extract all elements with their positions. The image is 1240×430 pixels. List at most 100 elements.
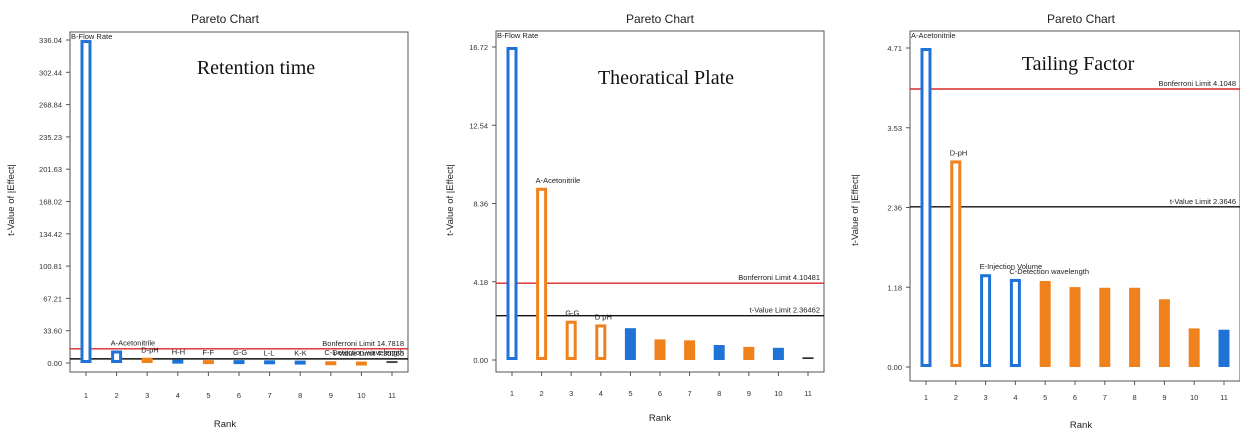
bar xyxy=(1129,287,1141,367)
y-tick-label: 201.63 xyxy=(39,165,62,174)
bar xyxy=(1188,328,1200,367)
bar xyxy=(80,40,92,363)
y-axis-label: t-Value of |Effect| xyxy=(850,174,861,246)
bonferroni-limit-label: Bonferroni Limit 4.10481 xyxy=(738,273,820,282)
y-tick-label: 1.18 xyxy=(887,283,902,292)
extra-factor-label: C-Detection wavelength xyxy=(324,348,404,357)
bar xyxy=(1158,299,1170,367)
x-tick-label: 5 xyxy=(628,389,632,398)
bar-label: C-Detection wavelength xyxy=(1009,267,1089,276)
x-axis-label: Rank xyxy=(649,413,671,424)
x-tick-label: 8 xyxy=(717,389,721,398)
x-tick-label: 9 xyxy=(1162,393,1166,402)
x-tick-label: 2 xyxy=(540,389,544,398)
bar xyxy=(713,345,725,360)
bar xyxy=(950,160,962,367)
x-tick-label: 11 xyxy=(804,389,812,398)
bar xyxy=(264,360,276,365)
bar xyxy=(325,361,337,366)
x-tick-label: 1 xyxy=(84,391,88,400)
bar xyxy=(654,339,666,360)
bonferroni-limit-label: Bonferroni Limit 14.7818 xyxy=(322,339,404,348)
t-value-limit-label: t-Value Limit 2.36462 xyxy=(750,306,820,315)
chart-annotation: Tailing Factor xyxy=(1022,53,1135,75)
chart-3: Pareto Chart Tailing Factor Rank t-Value of… xyxy=(850,12,1240,430)
chart-title: Pareto Chart xyxy=(191,12,260,26)
bar-label: F-F xyxy=(202,348,214,357)
x-tick-label: 11 xyxy=(388,391,396,400)
bar-label: A-Acetonitrile xyxy=(536,176,581,185)
x-tick-label: 10 xyxy=(774,389,782,398)
bar xyxy=(1218,329,1230,367)
bar-label: D-pH xyxy=(141,346,159,355)
bar xyxy=(624,328,636,360)
x-tick-label: 10 xyxy=(1190,393,1198,402)
bar xyxy=(111,350,123,363)
y-tick-label: 336.04 xyxy=(39,36,62,45)
x-tick-label: 8 xyxy=(1133,393,1137,402)
y-axis-label: t-Value of |Effect| xyxy=(6,164,17,236)
x-tick-label: 6 xyxy=(658,389,662,398)
bar xyxy=(202,360,214,365)
bar-label: E-Injection Volume xyxy=(980,262,1043,271)
y-tick-label: 302.44 xyxy=(39,68,62,77)
y-tick-label: 0.00 xyxy=(47,359,62,368)
x-axis-label: Rank xyxy=(214,419,236,430)
y-tick-label: 33.60 xyxy=(43,327,62,336)
bonferroni-limit-label: Bonferroni Limit 4.1048 xyxy=(1158,79,1236,88)
bar xyxy=(233,360,245,365)
x-tick-label: 2 xyxy=(954,393,958,402)
x-tick-label: 3 xyxy=(984,393,988,402)
t-value-limit-label: t-Value Limit 2.3646 xyxy=(1170,197,1236,206)
y-tick-label: 168.02 xyxy=(39,198,62,207)
bar-label: A-Acetonitrile xyxy=(111,339,156,348)
y-axis-label: t-Value of |Effect| xyxy=(445,164,456,236)
chart-title: Pareto Chart xyxy=(1047,12,1116,26)
bar-label: B-Flow Rate xyxy=(71,32,112,41)
chart-1: Pareto Chart Retention time Rank t-Value of… xyxy=(6,12,409,430)
y-tick-label: 3.53 xyxy=(887,124,902,133)
x-tick-label: 6 xyxy=(1073,393,1077,402)
bar xyxy=(1009,278,1021,367)
bar-label: K-K xyxy=(294,349,307,358)
x-tick-label: 1 xyxy=(510,389,514,398)
y-tick-label: 134.42 xyxy=(39,230,62,239)
x-tick-label: 1 xyxy=(924,393,928,402)
bar xyxy=(595,324,607,361)
bar-label: H-H xyxy=(172,348,185,357)
bar-label: A-Acetonitrile xyxy=(911,31,956,40)
y-tick-label: 0.00 xyxy=(887,363,902,372)
bar-label: D pH xyxy=(595,312,612,321)
x-tick-label: 2 xyxy=(115,391,119,400)
bar-label: G-G xyxy=(233,348,247,357)
y-tick-label: 8.36 xyxy=(473,200,488,209)
x-tick-label: 4 xyxy=(599,389,603,398)
x-tick-label: 3 xyxy=(145,391,149,400)
bar-label: D-pH xyxy=(950,148,968,157)
bar xyxy=(1099,287,1111,367)
chart-title: Pareto Chart xyxy=(626,12,695,26)
x-tick-label: 11 xyxy=(1220,393,1228,402)
x-tick-label: 10 xyxy=(357,391,365,400)
y-tick-label: 235.23 xyxy=(39,133,62,142)
x-axis-label: Rank xyxy=(1070,420,1092,430)
x-tick-label: 7 xyxy=(688,389,692,398)
y-tick-label: 67.21 xyxy=(43,294,62,303)
bar xyxy=(355,361,367,366)
bar-label: B-Flow Rate xyxy=(497,31,538,40)
bar xyxy=(536,187,548,360)
bar xyxy=(743,346,755,360)
bar xyxy=(684,340,696,360)
y-tick-label: 0.00 xyxy=(473,356,488,365)
y-tick-label: 12.54 xyxy=(469,121,488,130)
bar xyxy=(1069,287,1081,367)
bar xyxy=(294,360,306,365)
x-tick-label: 8 xyxy=(298,391,302,400)
bar xyxy=(980,274,992,367)
bar xyxy=(141,357,153,364)
y-tick-label: 268.84 xyxy=(39,101,62,110)
plot-frame xyxy=(69,31,409,373)
y-tick-label: 2.36 xyxy=(887,204,902,213)
x-tick-label: 7 xyxy=(268,391,272,400)
